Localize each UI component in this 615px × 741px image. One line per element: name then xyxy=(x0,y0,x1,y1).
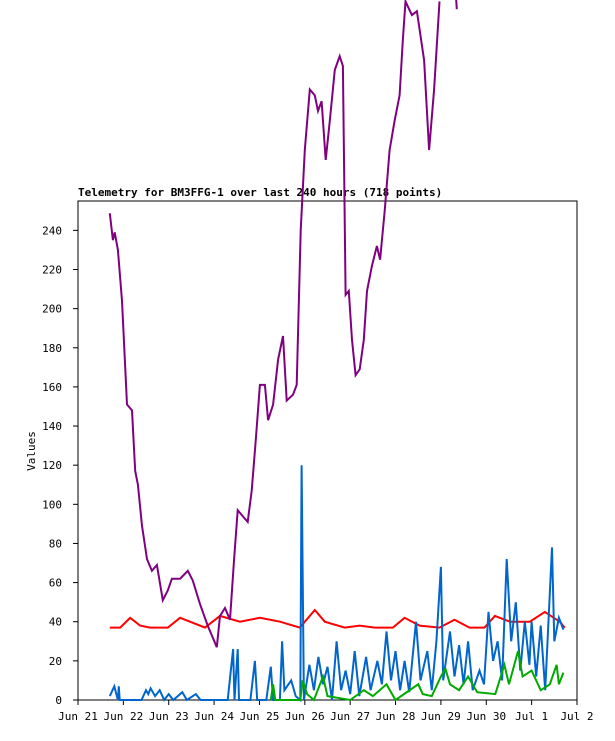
x-tick-label: Jun 30 xyxy=(466,710,506,723)
x-tick-label: Jun 21 xyxy=(58,710,98,723)
y-tick-label: 140 xyxy=(42,420,62,433)
x-tick-label: Jun 25 xyxy=(240,710,280,723)
x-tick-label: Jun 22 xyxy=(103,710,143,723)
y-tick-label: 60 xyxy=(49,577,62,590)
y-tick-label: 0 xyxy=(55,694,62,707)
series-line xyxy=(109,608,566,629)
y-tick-label: 200 xyxy=(42,303,62,316)
x-tick-label: Jun 26 xyxy=(285,710,325,723)
x-tick-label: Jun 27 xyxy=(330,710,370,723)
y-tick-label: 220 xyxy=(42,263,62,276)
x-tick-label: Jun 23 xyxy=(149,710,189,723)
y-tick-label: 80 xyxy=(49,537,62,550)
y-tick-label: 160 xyxy=(42,381,62,394)
x-tick-label: Jun 24 xyxy=(194,710,234,723)
plot-frame xyxy=(77,200,578,701)
series-line xyxy=(269,650,565,702)
x-tick-label: Jul 2 xyxy=(560,710,593,723)
y-tick-label: 240 xyxy=(42,224,62,237)
y-tick-label: 20 xyxy=(49,655,62,668)
x-tick-label: Jun 29 xyxy=(421,710,461,723)
series-line xyxy=(108,0,458,648)
chart-title: Telemetry for BM3FFG-1 over last 240 hou… xyxy=(78,186,442,199)
y-tick-label: 40 xyxy=(49,616,62,629)
y-tick-label: 180 xyxy=(42,342,62,355)
series-line xyxy=(108,465,565,703)
y-tick-label: 120 xyxy=(42,459,62,472)
y-axis-label: Values xyxy=(25,431,38,471)
y-tick-label: 100 xyxy=(42,498,62,511)
x-tick-label: Jun 28 xyxy=(376,710,416,723)
x-tick-label: Jul 1 xyxy=(515,710,548,723)
